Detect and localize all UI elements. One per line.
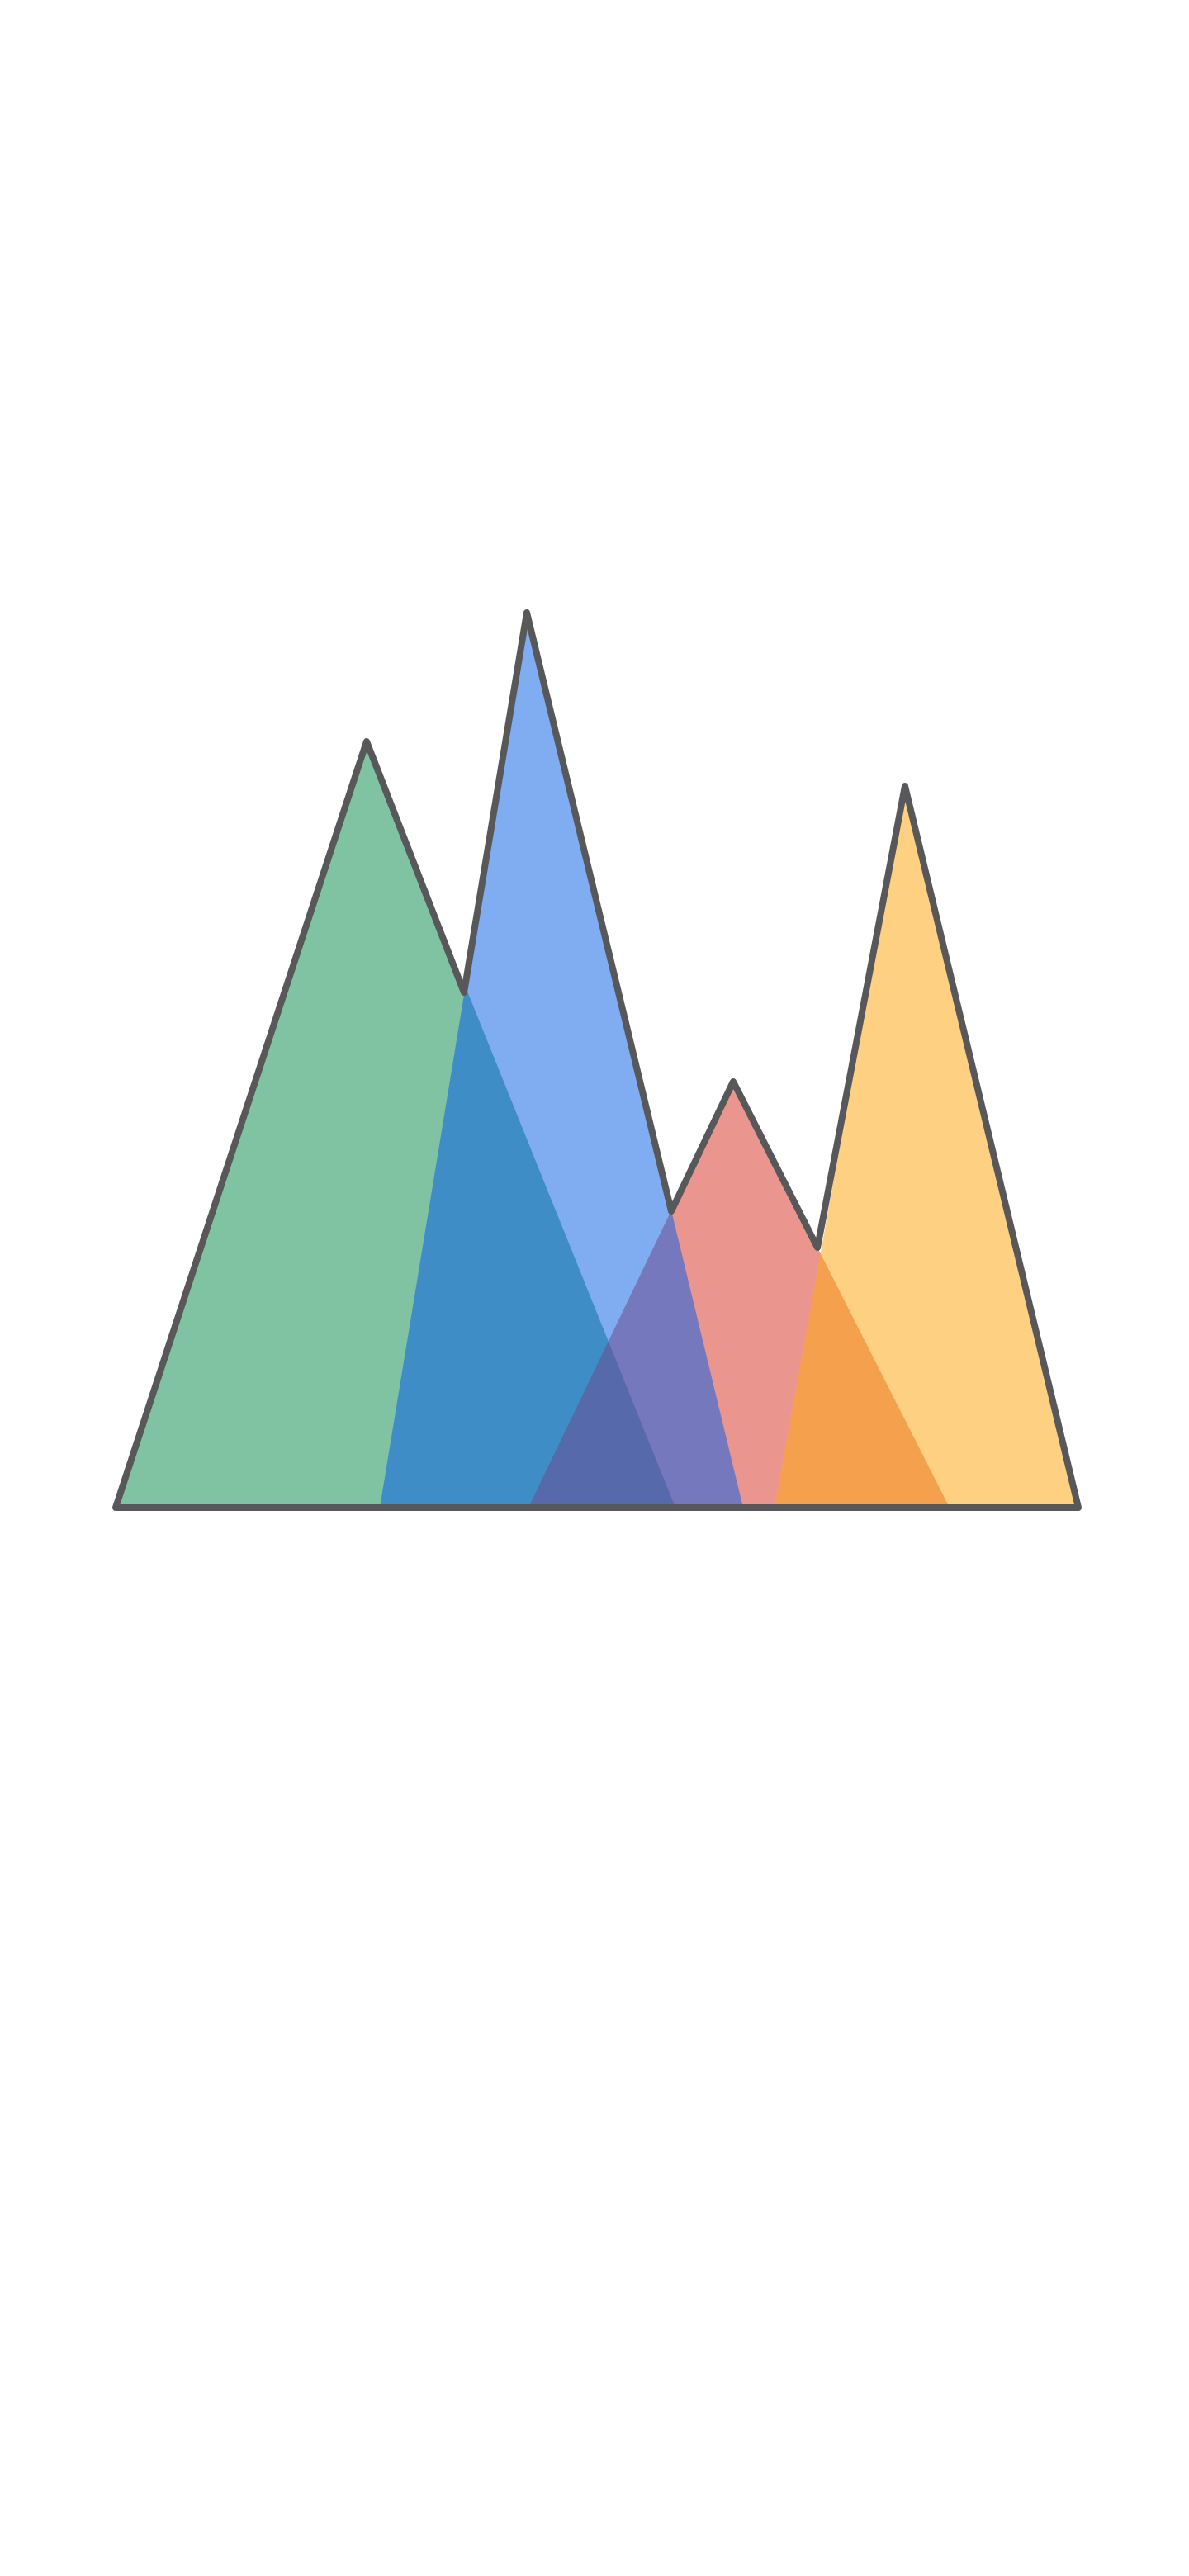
mountains-outline [112, 609, 1082, 1511]
